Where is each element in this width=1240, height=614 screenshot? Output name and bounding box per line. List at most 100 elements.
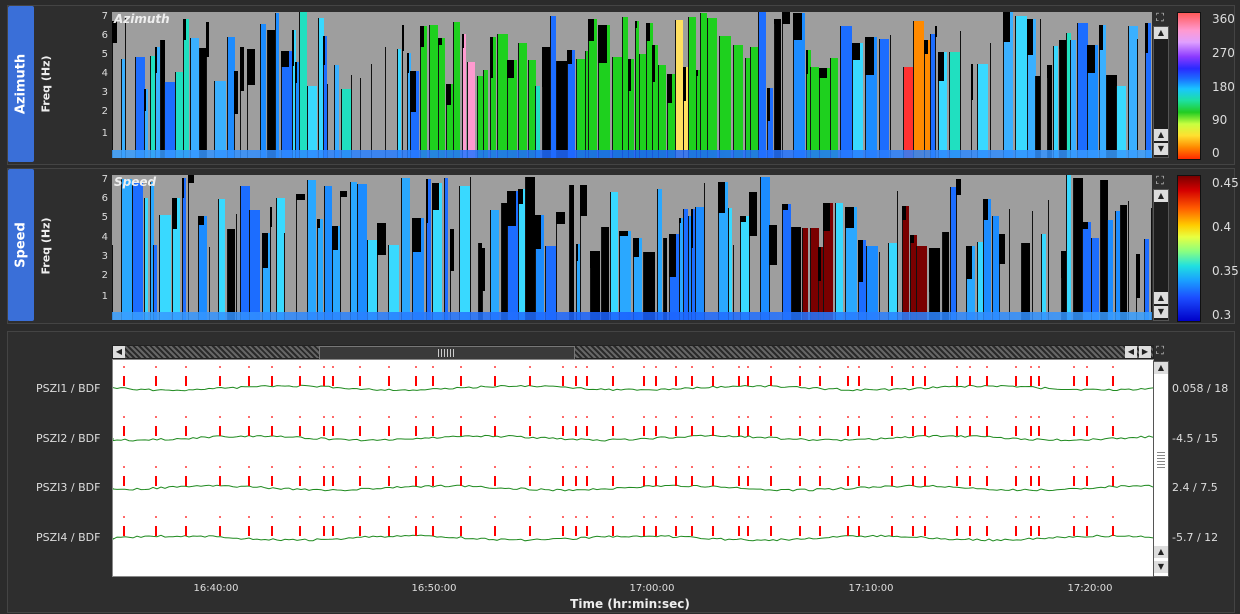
spectro-column — [198, 216, 207, 320]
spectro-column — [135, 57, 145, 158]
trace-scale: -5.7 / 12 — [1172, 531, 1219, 544]
spectro-gap — [999, 234, 1005, 264]
detection-marker — [655, 426, 657, 436]
detection-marker — [956, 526, 958, 536]
detection-dot — [1015, 416, 1017, 418]
spectro-column — [438, 38, 445, 158]
detection-marker — [1112, 476, 1114, 486]
detection-marker — [586, 426, 588, 436]
spectro-column — [1116, 86, 1126, 158]
spectro-gap — [412, 218, 421, 252]
spectro-column — [262, 233, 271, 320]
detection-dot — [155, 366, 157, 368]
detection-marker — [858, 376, 860, 386]
arrow-up-icon[interactable]: ▲ — [1154, 129, 1168, 141]
time-scrollbar[interactable]: ◀ ◀ ▶ — [112, 345, 1154, 360]
spectro-column — [897, 191, 902, 320]
detection-marker — [858, 476, 860, 486]
detection-dot — [612, 466, 614, 468]
detection-marker — [747, 376, 749, 386]
arrow-right-icon[interactable]: ▶ — [1139, 346, 1151, 358]
detection-dot — [924, 416, 926, 418]
arrow-down-icon[interactable]: ▼ — [1154, 561, 1168, 573]
arrow-down-icon[interactable]: ▼ — [1154, 306, 1168, 318]
azimuth-vertical-scrollbar[interactable]: ▲ ▲ ▼ — [1153, 26, 1169, 158]
detection-marker — [415, 526, 417, 536]
arrow-up-icon[interactable]: ▲ — [1154, 546, 1168, 558]
detection-marker — [891, 476, 893, 486]
expand-icon[interactable]: ⛶ — [1156, 174, 1164, 187]
spectro-column — [652, 45, 658, 158]
y-tick: 5 — [101, 212, 108, 223]
detection-dot — [185, 516, 187, 518]
spectro-column — [845, 207, 857, 320]
detection-dot — [912, 366, 914, 368]
azimuth-spectrogram[interactable]: Azimuth — [112, 12, 1152, 158]
spectro-column — [663, 238, 667, 320]
detection-dot — [1015, 366, 1017, 368]
detection-dot — [494, 466, 496, 468]
speed-tab[interactable]: Speed — [8, 169, 34, 321]
speed-vertical-scrollbar[interactable]: ▲ ▲ ▼ — [1153, 189, 1169, 321]
detection-marker — [655, 376, 657, 386]
arrow-up-icon[interactable]: ▲ — [1154, 190, 1168, 202]
waveform-plot[interactable] — [112, 359, 1154, 577]
spectro-gap — [1087, 45, 1095, 73]
detection-marker — [1030, 476, 1032, 486]
detection-dot — [299, 416, 301, 418]
detection-marker — [738, 526, 740, 536]
detection-marker — [415, 376, 417, 386]
arrow-left-icon[interactable]: ◀ — [1125, 346, 1137, 358]
speed-spectrogram[interactable]: Speed — [112, 175, 1152, 320]
spectro-gap — [410, 71, 416, 112]
detection-dot — [1086, 366, 1088, 368]
detection-marker — [155, 376, 157, 386]
arrow-down-icon[interactable]: ▼ — [1154, 143, 1168, 155]
spectro-column — [518, 43, 527, 158]
spectro-gap — [317, 219, 320, 228]
detection-marker — [969, 526, 971, 536]
detection-marker — [986, 476, 988, 486]
detection-marker — [799, 476, 801, 486]
detection-dot — [494, 516, 496, 518]
detection-dot — [956, 516, 958, 518]
spectro-gap — [556, 212, 565, 224]
arrow-up-icon[interactable]: ▲ — [1154, 362, 1168, 374]
detection-dot — [643, 416, 645, 418]
detection-marker — [299, 476, 301, 486]
spectro-gap — [182, 178, 184, 198]
spectro-column — [679, 218, 683, 320]
detection-dot — [388, 416, 390, 418]
detection-marker — [738, 376, 740, 386]
detection-dot — [388, 466, 390, 468]
arrow-left-icon[interactable]: ◀ — [113, 346, 125, 358]
spectro-column — [913, 21, 924, 158]
spectro-column — [420, 26, 427, 158]
detection-marker — [575, 526, 577, 536]
azimuth-tab[interactable]: Azimuth — [8, 6, 34, 162]
detection-dot — [271, 366, 273, 368]
detection-marker — [956, 426, 958, 436]
spectro-column — [728, 208, 732, 320]
detection-marker — [1073, 376, 1075, 386]
detection-marker — [529, 476, 531, 486]
detection-marker — [1086, 376, 1088, 386]
spectro-gap — [112, 21, 117, 43]
detection-marker — [562, 426, 564, 436]
spectro-baseline — [112, 312, 1152, 320]
expand-icon[interactable]: ⛶ — [1156, 11, 1164, 24]
spectro-gap — [402, 25, 404, 51]
spectro-column — [879, 252, 888, 320]
spectro-gap — [971, 64, 973, 100]
y-tick: 7 — [101, 174, 108, 185]
scrollbar-thumb[interactable] — [319, 346, 575, 360]
spectro-column — [810, 228, 819, 320]
spectro-column — [490, 37, 496, 158]
detection-dot — [575, 416, 577, 418]
spectro-column — [835, 203, 843, 320]
arrow-up-icon[interactable]: ▲ — [1154, 292, 1168, 304]
expand-icon[interactable]: ⛶ — [1156, 344, 1164, 357]
spectro-column — [1047, 65, 1052, 158]
arrow-up-icon[interactable]: ▲ — [1154, 27, 1168, 39]
waveform-vertical-scrollbar[interactable]: ▲ ▲ ▼ — [1153, 361, 1169, 577]
